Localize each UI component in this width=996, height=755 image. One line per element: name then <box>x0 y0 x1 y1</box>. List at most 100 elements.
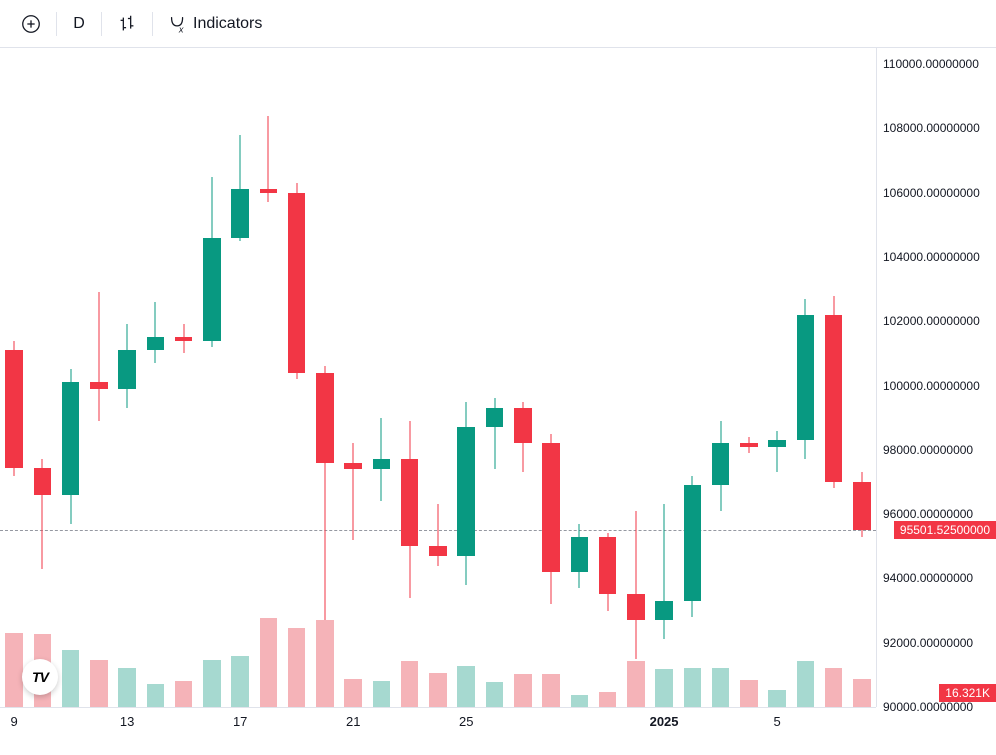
candle-wick <box>777 431 778 473</box>
candle-body <box>486 408 504 427</box>
volume-bar[interactable] <box>288 628 306 707</box>
volume-bar[interactable] <box>90 660 108 707</box>
candle-body <box>599 537 617 595</box>
candlestick[interactable] <box>684 48 702 707</box>
candle-body <box>655 601 673 620</box>
candle-body <box>373 459 391 469</box>
volume-bar[interactable] <box>401 661 419 707</box>
candlestick[interactable] <box>825 48 843 707</box>
candle-body <box>429 546 447 556</box>
volume-bar[interactable] <box>571 695 589 707</box>
candlestick[interactable] <box>740 48 758 707</box>
candlestick[interactable] <box>514 48 532 707</box>
candlestick[interactable] <box>401 48 419 707</box>
candle-wick <box>98 292 99 421</box>
candle-body <box>684 485 702 601</box>
candlestick[interactable] <box>486 48 504 707</box>
candle-body <box>231 189 249 237</box>
volume-bar[interactable] <box>5 633 23 707</box>
timeframe-button[interactable]: D <box>61 8 97 40</box>
volume-bar[interactable] <box>599 692 617 707</box>
candle-body <box>90 382 108 388</box>
current-price-tag: 95501.52500000 <box>894 521 996 539</box>
y-axis[interactable]: 110000.00000000108000.00000000106000.000… <box>876 48 996 707</box>
y-axis-tick: 90000.00000000 <box>883 700 973 714</box>
candle-body <box>571 537 589 572</box>
candlestick[interactable] <box>344 48 362 707</box>
volume-bar[interactable] <box>429 673 447 707</box>
candlestick[interactable] <box>288 48 306 707</box>
candle-body <box>62 382 80 495</box>
y-axis-tick: 92000.00000000 <box>883 636 973 650</box>
volume-bar[interactable] <box>344 679 362 707</box>
y-axis-tick: 100000.00000000 <box>883 379 980 393</box>
volume-bar[interactable] <box>514 674 532 707</box>
y-axis-tick: 108000.00000000 <box>883 121 980 135</box>
candlestick[interactable] <box>712 48 730 707</box>
candlestick[interactable] <box>316 48 334 707</box>
y-axis-tick: 110000.00000000 <box>883 57 979 71</box>
volume-bar[interactable] <box>684 668 702 707</box>
volume-bar[interactable] <box>486 682 504 707</box>
candlestick[interactable] <box>147 48 165 707</box>
toolbar-separator <box>152 12 153 36</box>
candlestick[interactable] <box>429 48 447 707</box>
candle-body <box>203 238 221 341</box>
x-axis[interactable]: 91317212520255 <box>0 707 876 755</box>
x-axis-tick: 13 <box>120 714 134 729</box>
volume-bar[interactable] <box>231 656 249 707</box>
chart-area[interactable]: TV 110000.00000000108000.00000000106000.… <box>0 48 996 755</box>
candlestick[interactable] <box>34 48 52 707</box>
volume-bar[interactable] <box>175 681 193 707</box>
volume-bar[interactable] <box>62 650 80 707</box>
volume-bar[interactable] <box>118 668 136 707</box>
volume-bar[interactable] <box>768 690 786 707</box>
candlestick[interactable] <box>853 48 871 707</box>
tradingview-logo-icon[interactable]: TV <box>22 659 58 695</box>
candlestick[interactable] <box>5 48 23 707</box>
candle-body <box>147 337 165 350</box>
x-axis-tick: 2025 <box>650 714 679 729</box>
volume-bar[interactable] <box>373 681 391 707</box>
candlestick[interactable] <box>62 48 80 707</box>
chart-style-button[interactable] <box>106 8 148 40</box>
candlestick[interactable] <box>260 48 278 707</box>
volume-bar[interactable] <box>627 661 645 707</box>
indicators-button[interactable]: x Indicators <box>157 8 272 40</box>
volume-bar[interactable] <box>740 680 758 707</box>
candlestick[interactable] <box>203 48 221 707</box>
candlestick[interactable] <box>599 48 617 707</box>
indicators-label: Indicators <box>193 15 262 33</box>
volume-bar[interactable] <box>542 674 560 707</box>
volume-bar[interactable] <box>712 668 730 707</box>
volume-bar[interactable] <box>457 666 475 707</box>
volume-bar[interactable] <box>203 660 221 707</box>
logo-text: TV <box>32 669 48 685</box>
candle-body <box>740 443 758 446</box>
candlestick[interactable] <box>542 48 560 707</box>
volume-bar[interactable] <box>797 661 815 707</box>
volume-bar[interactable] <box>655 669 673 707</box>
candlestick[interactable] <box>175 48 193 707</box>
y-axis-tick: 96000.00000000 <box>883 507 973 521</box>
volume-bar[interactable] <box>853 679 871 707</box>
volume-bar[interactable] <box>260 618 278 707</box>
candlestick[interactable] <box>457 48 475 707</box>
volume-bar[interactable] <box>147 684 165 707</box>
price-pane[interactable]: TV <box>0 48 876 707</box>
candlestick[interactable] <box>768 48 786 707</box>
volume-bar[interactable] <box>825 668 843 707</box>
candlestick[interactable] <box>655 48 673 707</box>
candlestick[interactable] <box>231 48 249 707</box>
candle-body <box>344 463 362 469</box>
candle-body <box>797 315 815 440</box>
candlestick[interactable] <box>627 48 645 707</box>
candlestick[interactable] <box>373 48 391 707</box>
candle-body <box>514 408 532 443</box>
candlestick[interactable] <box>90 48 108 707</box>
candlestick[interactable] <box>118 48 136 707</box>
volume-bar[interactable] <box>316 620 334 707</box>
candlestick[interactable] <box>797 48 815 707</box>
candlestick[interactable] <box>571 48 589 707</box>
add-symbol-button[interactable] <box>10 8 52 40</box>
